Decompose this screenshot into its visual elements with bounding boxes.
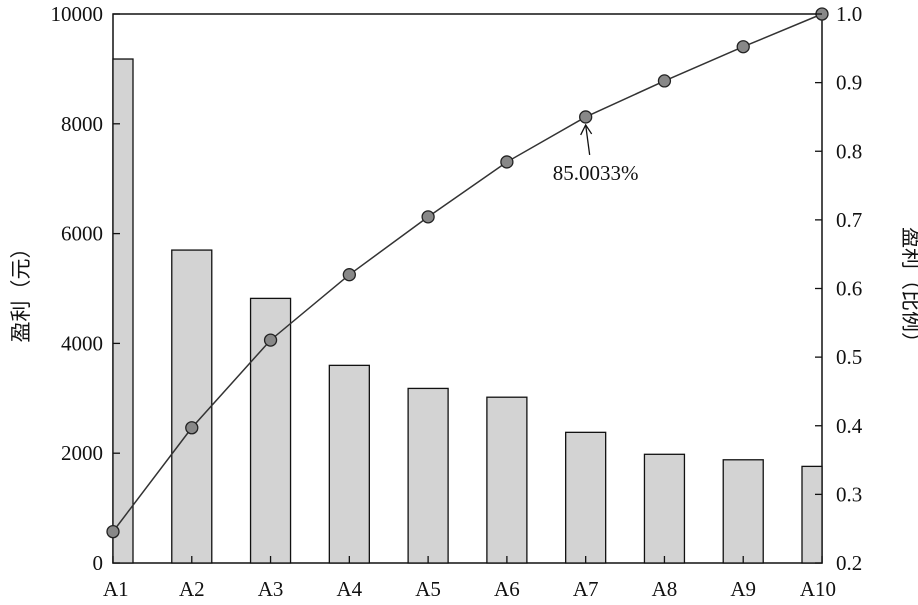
x-tick-label: A7 — [573, 577, 599, 601]
right-tick-label: 0.7 — [836, 208, 862, 232]
right-tick-label: 0.5 — [836, 345, 862, 369]
line-point-a5 — [421, 210, 435, 224]
bar-a5 — [407, 387, 449, 564]
right-axis: 0.2 0.3 0.4 0.5 0.6 0.7 0.8 0.9 1.0 — [815, 2, 863, 575]
x-tick-label: A2 — [179, 577, 205, 601]
x-tick-label: A6 — [494, 577, 520, 601]
left-tick-label: 2000 — [61, 441, 103, 465]
right-tick-label: 0.9 — [836, 71, 862, 95]
left-tick-label: 4000 — [61, 331, 103, 355]
left-tick-label: 0 — [93, 551, 104, 575]
x-tick-label: A5 — [415, 577, 441, 601]
right-tick-label: 0.3 — [836, 482, 862, 506]
x-tick-label: A4 — [336, 577, 362, 601]
annotation-arrow-head — [580, 123, 593, 136]
annotation: 85.0033% — [553, 123, 639, 185]
left-tick-label: 10000 — [51, 2, 104, 26]
bar-a10 — [801, 465, 823, 564]
line-point-a9 — [736, 40, 750, 54]
bar-a2 — [171, 249, 213, 564]
bar-a9 — [722, 459, 764, 564]
annotation-arrow-shaft — [585, 124, 591, 156]
right-tick-label: 1.0 — [836, 2, 862, 26]
bar-a1 — [112, 58, 134, 564]
plot-area — [112, 13, 823, 564]
annotation-text: 85.0033% — [553, 161, 639, 185]
bar-a6 — [486, 396, 528, 564]
x-tick-label: A3 — [258, 577, 284, 601]
line-point-a2 — [185, 421, 199, 435]
x-axis: A1 A2 A3 A4 A5 A6 A7 A8 A9 A10 — [103, 556, 836, 601]
line-point-a8 — [657, 74, 672, 88]
left-axis: 0 2000 4000 6000 8000 10000 — [51, 2, 120, 575]
bar-series — [112, 58, 823, 564]
x-tick-label: A9 — [730, 577, 756, 601]
y-axis-title-right: 盈利（比例） — [899, 227, 918, 353]
bar-a4 — [328, 364, 370, 564]
line-point-a6 — [500, 155, 514, 169]
x-tick-label: A8 — [652, 577, 678, 601]
line-point-a7 — [579, 110, 593, 124]
left-tick-label: 6000 — [61, 222, 103, 246]
right-tick-label: 0.2 — [836, 551, 862, 575]
x-tick-label: A10 — [800, 577, 836, 601]
bar-a8 — [643, 453, 686, 564]
line-point-a4 — [342, 268, 356, 282]
x-tick-label: A1 — [103, 577, 129, 601]
right-tick-label: 0.4 — [836, 414, 863, 438]
line-point-a1 — [106, 524, 120, 539]
y-axis-title-left: 盈利（元） — [9, 238, 33, 343]
line-point-a3 — [263, 333, 278, 347]
right-tick-label: 0.6 — [836, 277, 862, 301]
cumulative-line-series — [106, 7, 829, 539]
bar-a7 — [565, 431, 607, 564]
cumulative-line — [112, 13, 823, 533]
right-tick-label: 0.8 — [836, 139, 862, 163]
left-tick-label: 8000 — [61, 112, 103, 136]
